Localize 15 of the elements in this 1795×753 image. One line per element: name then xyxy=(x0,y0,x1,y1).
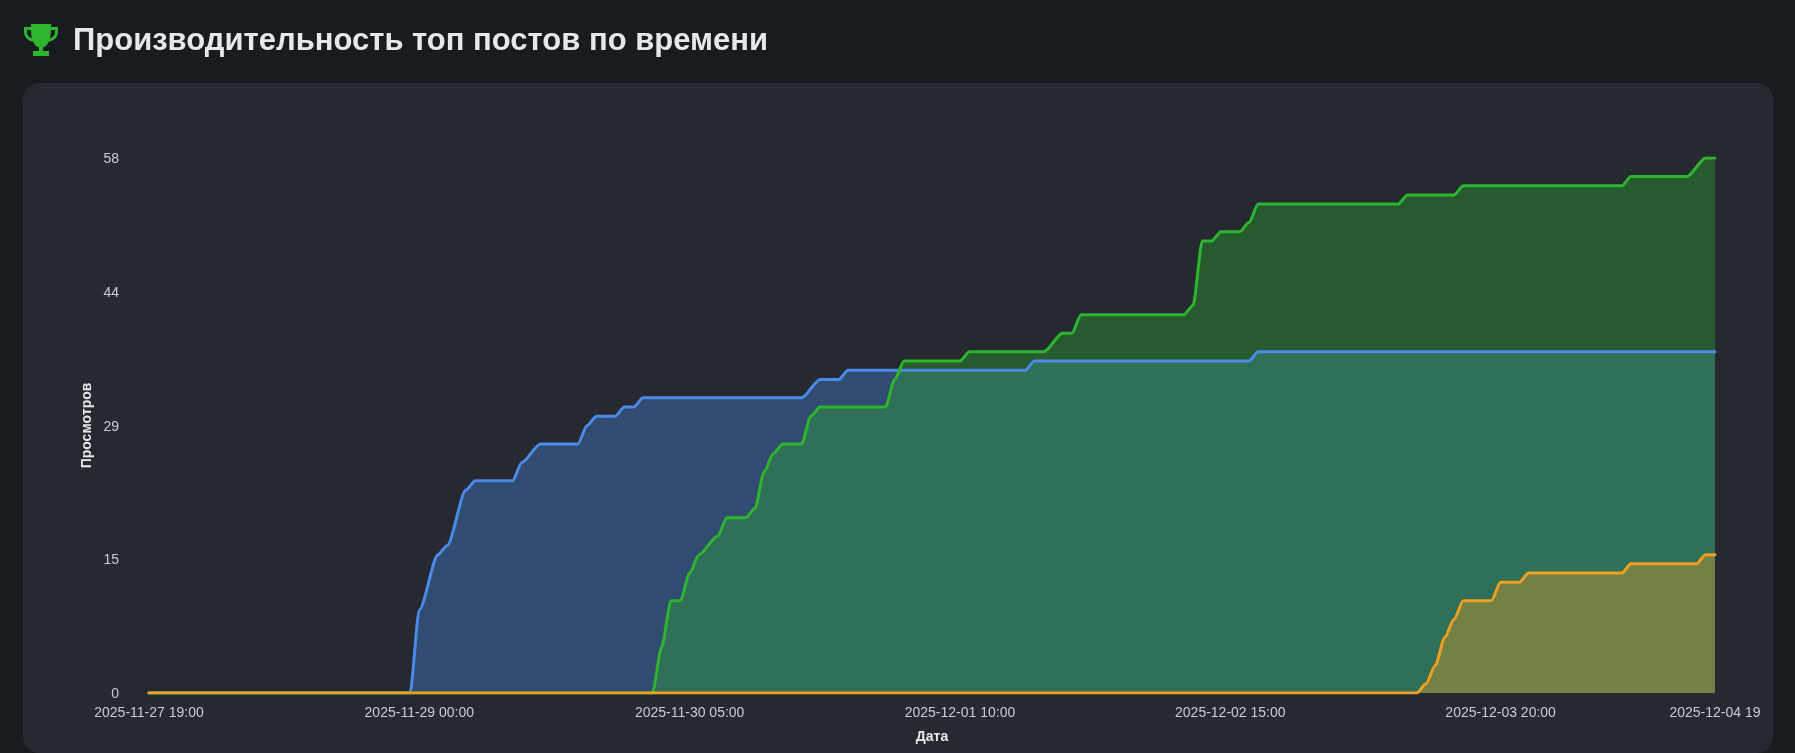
x-axis-title: Дата xyxy=(915,728,949,744)
y-tick-label: 58 xyxy=(103,150,120,166)
x-tick-label: 2025-12-04 19 xyxy=(1669,704,1761,720)
x-tick-label: 2025-12-03 20:00 xyxy=(1445,704,1557,720)
x-tick-label: 2025-12-02 15:00 xyxy=(1175,704,1286,720)
x-tick-label: 2025-11-27 19:00 xyxy=(94,704,204,720)
y-tick-label: 29 xyxy=(103,417,120,434)
chart-title: Производительность топ постов по времени xyxy=(73,22,769,58)
y-tick-label: 44 xyxy=(103,283,120,300)
x-tick-label: 2025-12-01 10:00 xyxy=(904,704,1016,720)
x-tick-label: 2025-11-29 00:00 xyxy=(364,704,475,720)
y-tick-label: 0 xyxy=(111,685,120,701)
y-tick-label: 15 xyxy=(103,551,120,568)
x-tick-label: 2025-11-30 05:00 xyxy=(634,704,745,720)
y-axis-title: Просмотров xyxy=(77,382,94,469)
